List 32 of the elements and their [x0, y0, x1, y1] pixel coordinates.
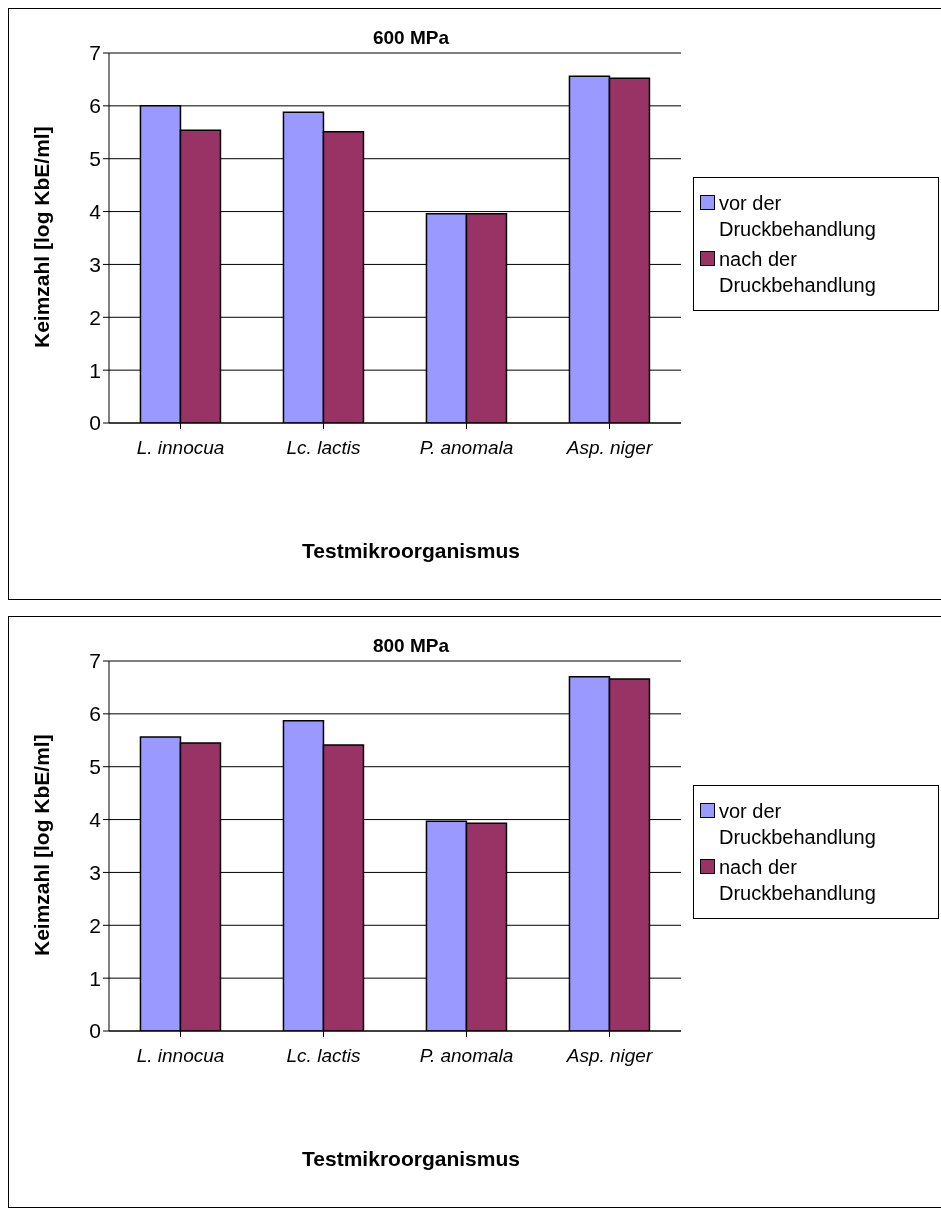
y-tick-label: 3 — [89, 860, 101, 884]
y-tick-label: 5 — [89, 147, 101, 171]
y-tick-label: 2 — [89, 913, 101, 937]
y-tick-label: 4 — [89, 808, 102, 832]
x-tick-label: P. anomala — [419, 437, 514, 459]
y-tick-label: 3 — [89, 252, 101, 276]
chart-title: 600 MPa — [371, 27, 450, 49]
y-tick-label: 5 — [89, 755, 101, 779]
legend-label: nach der Druckbehandlung — [719, 247, 877, 298]
y-tick-label: 4 — [89, 200, 102, 224]
y-tick-label: 0 — [89, 411, 101, 435]
x-tick-label: Lc. lactis — [286, 1045, 361, 1067]
x-axis-title: Testmikroorganismus — [301, 1147, 521, 1171]
y-tick-label: 1 — [89, 966, 101, 990]
y-tick-label: 7 — [89, 649, 101, 673]
x-tick-label: L. innocua — [136, 1045, 225, 1067]
y-tick-label: 2 — [89, 305, 101, 329]
x-tick-label: Asp. niger — [565, 1045, 653, 1067]
y-tick-label: 1 — [89, 358, 101, 382]
x-tick-label: Lc. lactis — [286, 437, 361, 459]
y-axis-title: Keimzahl [log KbE/ml] — [30, 734, 54, 956]
x-tick-label: P. anomala — [419, 1045, 514, 1067]
x-tick-label: L. innocua — [136, 437, 225, 459]
y-tick-label: 6 — [89, 94, 101, 118]
y-tick-label: 0 — [89, 1019, 101, 1043]
y-axis-title: Keimzahl [log KbE/ml] — [30, 126, 54, 348]
legend-label: nach der Druckbehandlung — [719, 855, 877, 906]
y-tick-label: 6 — [89, 702, 101, 726]
x-axis-title: Testmikroorganismus — [301, 539, 521, 563]
chart-title: 800 MPa — [371, 635, 450, 657]
y-tick-label: 7 — [89, 41, 101, 65]
x-tick-label: Asp. niger — [565, 437, 653, 459]
